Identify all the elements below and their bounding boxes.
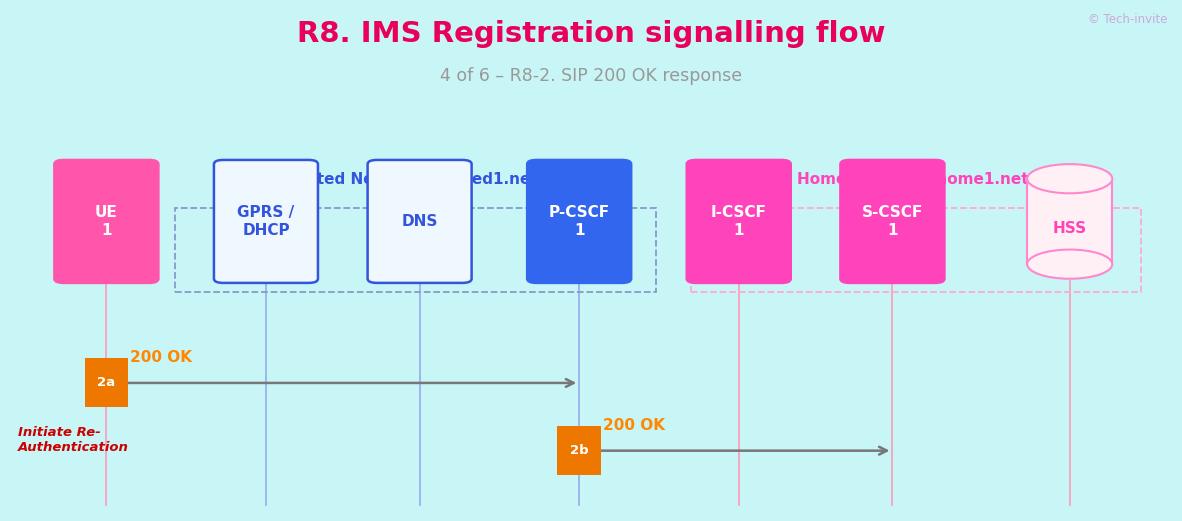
FancyBboxPatch shape <box>368 160 472 283</box>
Text: I-CSCF
1: I-CSCF 1 <box>710 205 767 238</box>
Text: Home Network (home1.net): Home Network (home1.net) <box>797 172 1035 187</box>
Text: HSS: HSS <box>1053 221 1086 236</box>
Text: UE
1: UE 1 <box>95 205 118 238</box>
FancyBboxPatch shape <box>85 358 128 407</box>
Ellipse shape <box>1027 250 1112 279</box>
Text: Initiate Re-
Authentication: Initiate Re- Authentication <box>18 426 129 454</box>
Bar <box>175 208 656 292</box>
Text: GPRS /
DHCP: GPRS / DHCP <box>238 205 294 238</box>
Text: R8. IMS Registration signalling flow: R8. IMS Registration signalling flow <box>297 20 885 48</box>
Text: 2b: 2b <box>570 444 589 457</box>
Ellipse shape <box>1027 164 1112 193</box>
Bar <box>1027 179 1112 264</box>
Text: P-CSCF
1: P-CSCF 1 <box>548 205 610 238</box>
FancyBboxPatch shape <box>558 426 600 475</box>
FancyBboxPatch shape <box>54 160 158 283</box>
Text: DNS: DNS <box>402 214 437 229</box>
Text: 4 of 6 – R8-2. SIP 200 OK response: 4 of 6 – R8-2. SIP 200 OK response <box>440 67 742 84</box>
Text: 200 OK: 200 OK <box>130 351 191 365</box>
Text: Visited Network (visited1.net): Visited Network (visited1.net) <box>286 172 545 187</box>
FancyBboxPatch shape <box>527 160 631 283</box>
Text: © Tech-invite: © Tech-invite <box>1089 13 1168 26</box>
FancyBboxPatch shape <box>214 160 318 283</box>
FancyBboxPatch shape <box>840 160 944 283</box>
FancyBboxPatch shape <box>687 160 791 283</box>
Text: 200 OK: 200 OK <box>603 418 664 433</box>
Text: 2a: 2a <box>97 377 116 389</box>
Text: S-CSCF
1: S-CSCF 1 <box>862 205 923 238</box>
Bar <box>691 208 1141 292</box>
